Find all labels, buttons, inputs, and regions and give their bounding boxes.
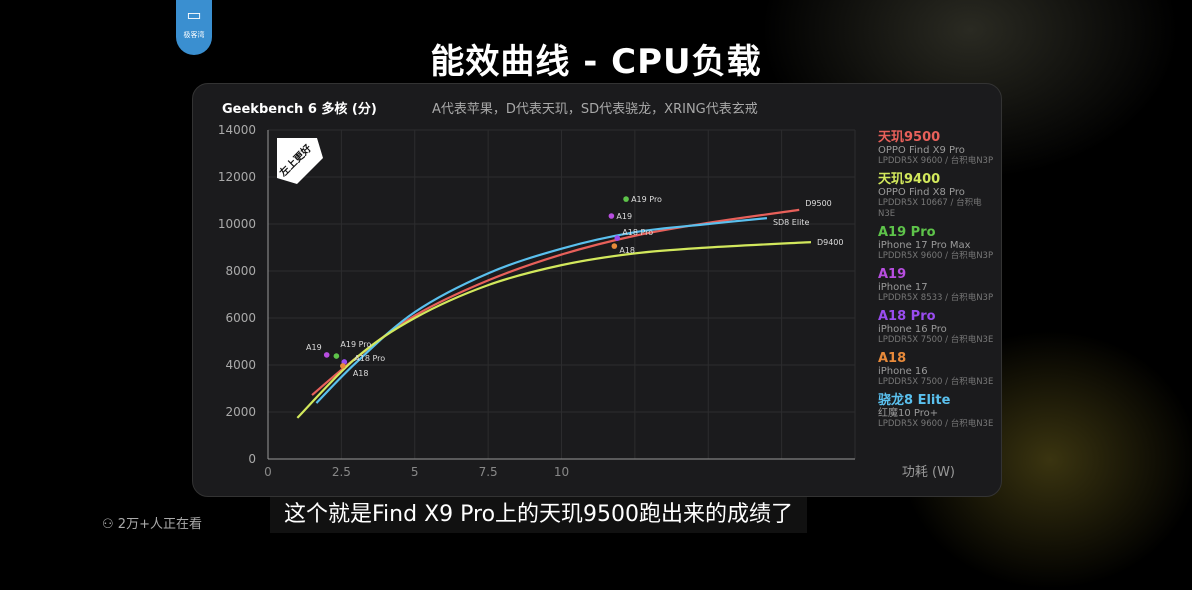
legend-chip-name: 骁龙8 Elite — [878, 393, 951, 408]
x-axis-label: 功耗 (W) — [902, 465, 955, 480]
series-end-label: D9400 — [817, 238, 844, 247]
data-point — [623, 196, 629, 202]
x-tick-label: 5 — [411, 465, 419, 479]
legend-chip-name: A19 Pro — [878, 225, 936, 240]
data-point-label: A19 — [306, 343, 322, 352]
legend-device: iPhone 17 Pro Max — [878, 240, 971, 251]
gpu-card-icon: ▭ — [186, 5, 202, 24]
legend-item: A18 Pro iPhone 16 Pro LPDDR5X 7500 / 台积电N3… — [878, 309, 998, 346]
video-caption: 这个就是Find X9 Pro上的天玑9500跑出来的成绩了 — [270, 497, 808, 533]
data-point-label: A19 Pro — [340, 340, 371, 349]
legend-item: A19 iPhone 17 LPDDR5X 8533 / 台积电N3P — [878, 267, 998, 304]
legend-memory: LPDDR5X 9600 / 台积电N3P — [878, 156, 994, 166]
data-point-label: A19 Pro — [631, 195, 662, 204]
legend-device: OPPO Find X8 Pro — [878, 187, 965, 198]
chart-card — [192, 83, 1002, 497]
legend-device: 红魔10 Pro+ — [878, 408, 939, 419]
logo-text: 极客湾 — [183, 31, 205, 39]
y-tick-label: 4000 — [225, 358, 256, 372]
legend-device: iPhone 16 — [878, 366, 928, 377]
y-tick-label: 10000 — [218, 217, 256, 231]
y-tick-label: 12000 — [218, 170, 256, 184]
legend: 天玑9500 OPPO Find X9 Pro LPDDR5X 9600 / 台积电… — [878, 130, 998, 435]
data-point-label: A18 Pro — [354, 354, 385, 363]
data-point-label: A18 — [353, 369, 369, 378]
x-tick-label: 0 — [264, 465, 272, 479]
legend-chip-name: 天玑9500 — [878, 130, 941, 145]
page-title: 能效曲线 - CPU负载 — [430, 42, 762, 82]
x-tick-label: 7.5 — [479, 465, 498, 479]
legend-memory: LPDDR5X 7500 / 台积电N3E — [878, 335, 994, 345]
x-tick-label: 2.5 — [332, 465, 351, 479]
legend-item: 天玑9400 OPPO Find X8 Pro LPDDR5X 10667 / 台积… — [878, 172, 998, 220]
chart-title: Geekbench 6 多核 (分) — [222, 102, 377, 117]
data-point — [611, 243, 618, 249]
arrow-up-left-icon — [277, 138, 323, 184]
legend-chip-name: A19 — [878, 267, 907, 282]
y-tick-label: 6000 — [225, 311, 256, 325]
data-point-label: A18 Pro — [622, 228, 653, 237]
data-point — [333, 353, 340, 359]
legend-chip-name: 天玑9400 — [878, 172, 941, 187]
legend-device: OPPO Find X9 Pro — [878, 145, 965, 156]
data-point-label: A18 — [619, 246, 635, 255]
legend-device: iPhone 16 Pro — [878, 324, 947, 335]
legend-item: 天玑9500 OPPO Find X9 Pro LPDDR5X 9600 / 台积电… — [878, 130, 998, 167]
y-tick-label: 0 — [248, 452, 256, 466]
people-icon: ⚇ — [102, 517, 118, 532]
data-point-label: A19 — [616, 212, 632, 221]
legend-memory: LPDDR5X 9600 / 台积电N3P — [878, 251, 994, 261]
legend-chip-name: A18 Pro — [878, 309, 936, 324]
x-tick-label: 10 — [554, 465, 569, 479]
legend-chip-name: A18 — [878, 351, 907, 366]
legend-memory: LPDDR5X 7500 / 台积电N3E — [878, 377, 994, 387]
legend-memory: LPDDR5X 10667 / 台积电N3E — [878, 198, 982, 219]
series-end-label: D9500 — [805, 199, 832, 208]
y-tick-label: 2000 — [225, 405, 256, 419]
chart-subtitle: A代表苹果，D代表天玑，SD代表骁龙，XRING代表玄戒 — [432, 102, 758, 117]
data-point — [614, 235, 621, 241]
data-point — [608, 213, 615, 219]
series-end-label: SD8 Elite — [773, 218, 810, 227]
y-tick-label: 8000 — [225, 264, 256, 278]
legend-item: A18 iPhone 16 LPDDR5X 7500 / 台积电N3E — [878, 351, 998, 388]
series-line-sd8-elite — [315, 217, 768, 404]
legend-item: 骁龙8 Elite 红魔10 Pro+ LPDDR5X 9600 / 台积电N3E — [878, 393, 998, 430]
data-point — [340, 363, 346, 369]
legend-memory: LPDDR5X 9600 / 台积电N3E — [878, 419, 994, 429]
viewer-count: ⚇ 2万+人正在看 — [102, 513, 202, 532]
data-point — [323, 352, 330, 358]
series-line-d9400 — [296, 240, 812, 419]
y-tick-label: 14000 — [218, 123, 256, 137]
series-line-d9500 — [311, 208, 800, 396]
channel-logo: ▭ 极客湾 — [176, 0, 212, 55]
chart-plot: 0 2000 4000 6000 8000 10000 12000 14000 0 2.5 5 7.5… — [218, 123, 955, 480]
legend-device: iPhone 17 — [878, 282, 928, 293]
legend-item: A19 Pro iPhone 17 Pro Max LPDDR5X 9600 / 台… — [878, 225, 998, 262]
viewer-count-text: 2万+人正在看 — [117, 517, 202, 532]
legend-memory: LPDDR5X 8533 / 台积电N3P — [878, 293, 994, 303]
